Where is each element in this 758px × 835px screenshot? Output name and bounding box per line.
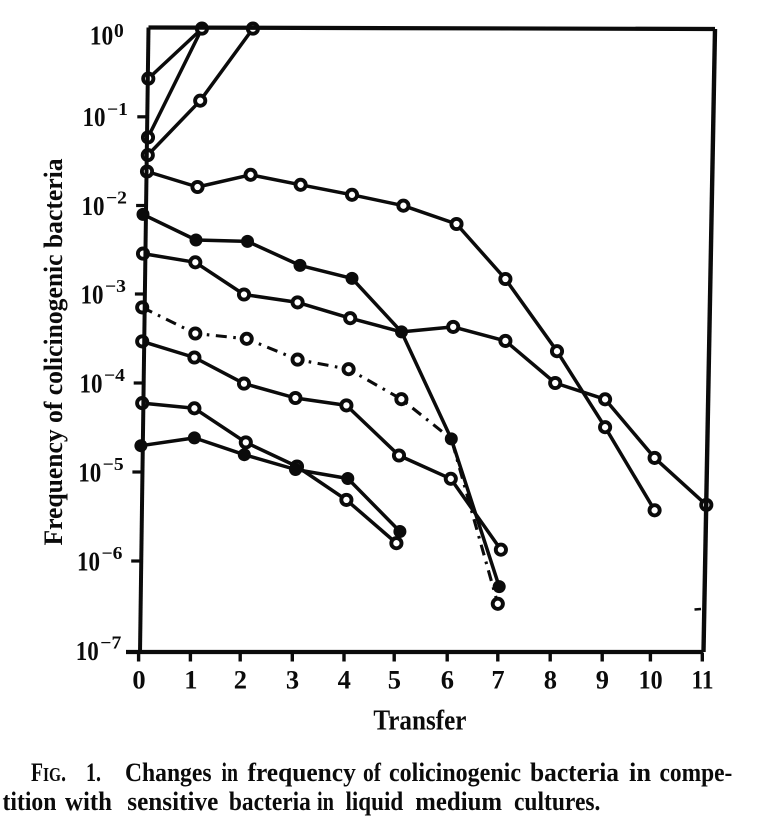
svg-text:10: 10	[90, 20, 114, 50]
svg-text:2: 2	[234, 664, 247, 694]
svg-text:6: 6	[441, 664, 454, 694]
svg-text:of: of	[363, 758, 381, 787]
svg-text:in: in	[317, 787, 334, 816]
svg-text:10: 10	[82, 191, 105, 221]
svg-text:−6: −6	[102, 543, 123, 563]
svg-text:5: 5	[388, 664, 401, 694]
svg-text:−5: −5	[103, 454, 124, 474]
svg-text:10: 10	[77, 546, 100, 576]
svg-text:medium: medium	[415, 787, 502, 816]
svg-text:frequency: frequency	[248, 758, 356, 787]
svg-text:0: 0	[114, 21, 124, 42]
svg-text:in: in	[629, 758, 652, 787]
svg-text:−1: −1	[107, 99, 128, 119]
svg-text:Transfer: Transfer	[373, 706, 466, 737]
svg-text:9: 9	[596, 664, 609, 694]
svg-text:−3: −3	[105, 276, 126, 296]
svg-text:10: 10	[78, 457, 101, 487]
svg-text:cultures.: cultures.	[514, 787, 600, 816]
svg-text:bacteria: bacteria	[229, 787, 311, 816]
svg-text:10: 10	[80, 368, 103, 398]
svg-text:3: 3	[286, 664, 299, 694]
svg-text:10: 10	[639, 664, 663, 694]
svg-text:Changes: Changes	[125, 758, 212, 787]
svg-text:0: 0	[132, 664, 145, 694]
svg-text:liquid: liquid	[346, 787, 404, 816]
svg-text:4: 4	[338, 664, 351, 694]
svg-text:bacteria: bacteria	[530, 758, 619, 787]
svg-text:10: 10	[83, 102, 106, 132]
svg-text:tition: tition	[3, 787, 57, 816]
svg-text:8: 8	[544, 664, 557, 694]
svg-text:10: 10	[81, 279, 104, 309]
svg-text:in: in	[222, 758, 239, 787]
svg-text:−4: −4	[104, 365, 125, 385]
svg-text:compe-: compe-	[660, 758, 733, 787]
svg-text:−2: −2	[106, 188, 127, 208]
svg-text:1.: 1.	[86, 758, 101, 787]
svg-text:sensitive: sensitive	[127, 787, 218, 816]
svg-text:FIG.: FIG.	[31, 758, 66, 787]
svg-text:7: 7	[491, 664, 504, 694]
svg-text:11: 11	[692, 664, 714, 694]
svg-text:−7: −7	[100, 633, 121, 653]
svg-text:1: 1	[184, 664, 197, 694]
svg-text:colicinogenic: colicinogenic	[389, 758, 521, 787]
svg-text:10: 10	[76, 636, 99, 666]
svg-text:with: with	[65, 787, 113, 816]
svg-text:Frequency of colicinogenic bac: Frequency of colicinogenic bacteria	[39, 159, 68, 546]
